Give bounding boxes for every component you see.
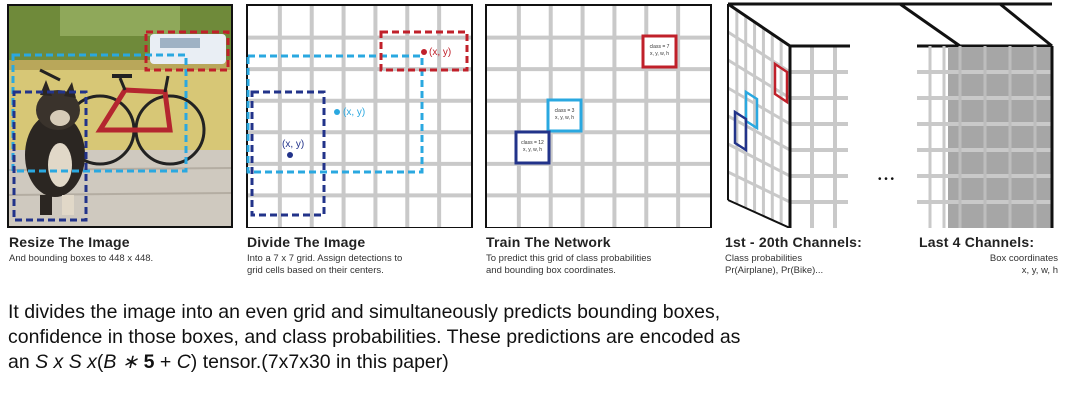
caption-resize-title: Resize The Image <box>9 234 130 250</box>
caption-divide-desc-1: Into a 7 x 7 grid. Assign detections to <box>247 253 403 264</box>
svg-text:class = 3: class = 3 <box>555 108 575 114</box>
dog-cell <box>514 130 551 165</box>
caption-class-channels-desc-2: Pr(Airplane), Pr(Bike)... <box>725 265 824 276</box>
caption-box-channels-desc-1: Box coordinates <box>989 253 1058 264</box>
description-line-1: It divides the image into an even grid a… <box>8 301 721 323</box>
dog-box <box>250 90 326 217</box>
caption-class-channels-desc-1: Class probabilities <box>725 253 803 264</box>
car-box <box>379 30 469 72</box>
caption-train-title: Train The Network <box>486 234 611 250</box>
car-cell <box>641 34 678 69</box>
description-line-2: confidence in those boxes, and class pro… <box>8 326 741 348</box>
svg-text:class = 12: class = 12 <box>521 140 544 146</box>
panel-box-channels <box>840 2 1054 228</box>
caption-box-channels-title: Last 4 Channels: <box>919 234 1035 250</box>
panel-resize-image <box>7 4 233 228</box>
caption-class-channels-title: 1st - 20th Channels: <box>725 234 863 250</box>
car-channel-marker <box>773 61 789 105</box>
dog-channel-marker <box>733 109 748 153</box>
dog-center-dot <box>287 152 293 158</box>
photo-dog <box>25 80 85 215</box>
car-center-label: (x, y) <box>429 47 451 58</box>
tensor-front-grid <box>727 10 848 228</box>
panel-train-network: class = 7 x, y, w, h class = 3 x, y, w, … <box>485 4 712 228</box>
bike-cell <box>546 98 583 133</box>
photo-bike <box>39 68 206 166</box>
bike-center-dot <box>334 109 340 115</box>
caption-divide-title: Divide The Image <box>247 234 366 250</box>
caption-train-desc-2: and bounding box coordinates. <box>486 265 616 276</box>
grid-line <box>727 170 791 204</box>
description-line-3: an S x S x(B ∗ 5 + C) tensor.(7x7x30 in … <box>8 351 449 373</box>
bike-box <box>246 54 424 174</box>
svg-text:x, y, w, h: x, y, w, h <box>523 147 542 153</box>
tensor-back-grid <box>917 46 1052 228</box>
caption-box-channels-desc-2: x, y, w, h <box>1021 265 1058 276</box>
panel-divide-image: (x, y) (x, y) (x, y) <box>246 4 473 228</box>
description-paragraph: It divides the image into an even grid a… <box>8 300 1068 375</box>
bike-channel-marker <box>744 89 759 131</box>
caption-divide-desc-2: grid cells based on their centers. <box>247 265 384 276</box>
car-box <box>144 30 230 72</box>
panel-class-channels: • • • <box>727 2 895 228</box>
grid-7x7 <box>248 6 471 227</box>
svg-text:class = 7: class = 7 <box>650 44 670 50</box>
svg-text:x, y, w, h: x, y, w, h <box>555 115 574 121</box>
dog-box <box>12 90 88 222</box>
yolo-diagram: (x, y) (x, y) (x, y) class = 7 x, y, w, … <box>7 2 1054 228</box>
car-center-dot <box>421 49 427 55</box>
svg-text:x, y, w, h: x, y, w, h <box>650 51 669 57</box>
bike-center-label: (x, y) <box>343 107 365 118</box>
caption-resize-desc: And bounding boxes to 448 x 448. <box>9 253 154 264</box>
caption-train-desc-1: To predict this grid of class probabilit… <box>486 253 652 264</box>
ellipsis: • • • <box>878 174 895 185</box>
dog-center-label: (x, y) <box>282 139 304 150</box>
